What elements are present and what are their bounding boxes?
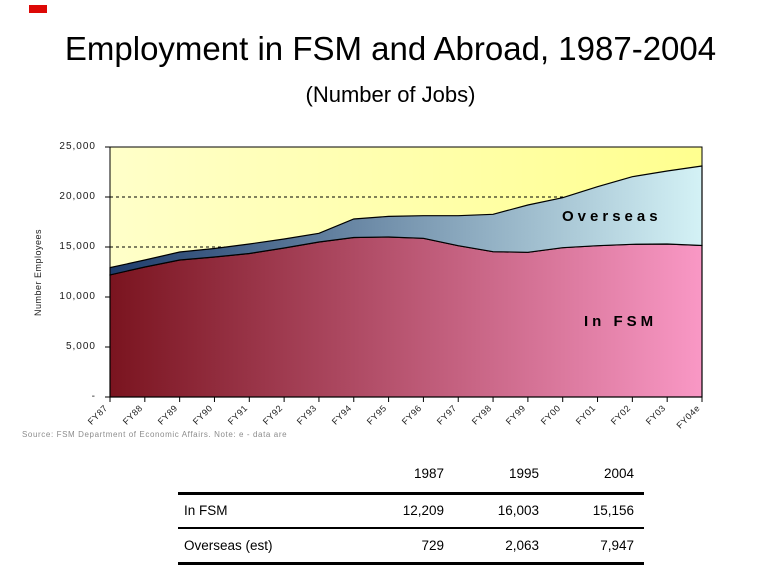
page-title: Employment in FSM and Abroad, 1987-2004 — [64, 30, 717, 67]
table-row: Overseas (est) 729 2,063 7,947 — [178, 528, 644, 563]
value-cell: 2,063 — [505, 537, 539, 553]
table-year-header: 2004 — [603, 466, 634, 482]
value-cell: 15,156 — [592, 503, 634, 519]
red-mark — [29, 5, 47, 13]
table-corner-cell — [178, 456, 374, 493]
value-cell: 729 — [421, 537, 444, 553]
row-label: In FSM — [184, 503, 228, 519]
series-label-in-fsm: In FSM — [584, 313, 658, 330]
y-axis-label: 15,000 — [59, 241, 96, 252]
x-axis-label: FY87 — [86, 402, 110, 427]
row-label: Overseas (est) — [184, 537, 273, 553]
value-cell: 12,209 — [402, 503, 444, 519]
summary-table: 1987 1995 2004 In FSM 12,209 16,003 15,156 Ove… — [178, 456, 644, 565]
page-subtitle: (Number of Jobs) — [305, 82, 476, 107]
table-year-header: 1995 — [508, 466, 539, 482]
plot-frame — [109, 146, 703, 398]
table-row: In FSM 12,209 16,003 15,156 — [178, 493, 644, 528]
y-axis-label: 10,000 — [59, 291, 96, 302]
summary-table-body: In FSM 12,209 16,003 15,156 Overseas (est) 72… — [178, 493, 644, 563]
y-axis-label: - — [91, 391, 96, 402]
y-axis-label: 20,000 — [59, 191, 96, 202]
source-note: Source: FSM Department of Economic Affai… — [22, 430, 288, 439]
summary-table-head: 1987 1995 2004 — [178, 456, 644, 493]
y-axis-label: 5,000 — [65, 341, 96, 352]
series-label-overseas: Overseas — [562, 208, 662, 225]
y-axis-label: 25,000 — [59, 141, 96, 152]
y-axis-title: Number Employees — [33, 228, 43, 316]
stacked-area-chart — [105, 146, 703, 402]
value-cell: 16,003 — [497, 503, 539, 519]
table-year-header: 1987 — [413, 466, 444, 482]
value-cell: 7,947 — [600, 537, 634, 553]
